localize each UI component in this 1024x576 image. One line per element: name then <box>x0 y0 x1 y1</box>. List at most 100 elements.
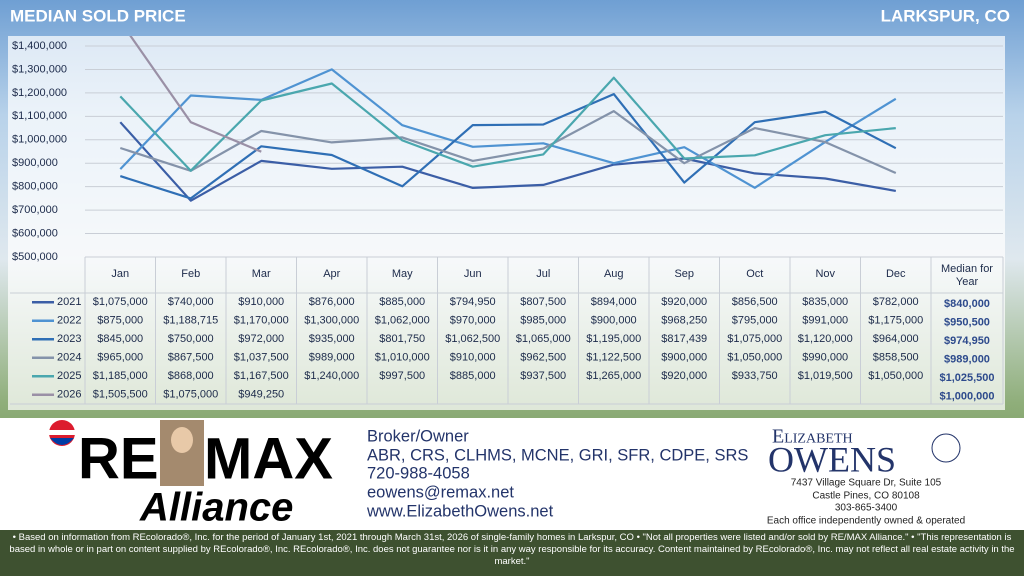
year-median-cell: $840,000 <box>944 298 990 310</box>
y-tick-label: $1,100,000 <box>12 110 67 122</box>
broker-designations: ABR, CRS, CLHMS, MCNE, GRI, SFR, CDPE, S… <box>367 446 748 464</box>
value-cell: $1,075,000 <box>93 296 148 308</box>
value-cell: $1,019,500 <box>798 370 853 382</box>
x-tick-label: Jan <box>111 268 129 280</box>
series-line <box>119 93 897 200</box>
y-tick-label: $700,000 <box>12 204 58 216</box>
value-cell: $817,439 <box>661 333 707 345</box>
logo-last-name: Owens <box>768 439 896 479</box>
value-cell: $964,000 <box>873 333 919 345</box>
value-cell: $1,240,000 <box>304 370 359 382</box>
value-cell: $1,062,500 <box>445 333 500 345</box>
value-cell: $885,000 <box>379 296 425 308</box>
legend-label: 2024 <box>57 352 81 364</box>
y-tick-label: $600,000 <box>12 227 58 239</box>
disclaimer-band <box>0 530 1024 576</box>
value-cell: $794,950 <box>450 296 496 308</box>
value-cell: $933,750 <box>732 370 778 382</box>
value-cell: $856,500 <box>732 296 778 308</box>
value-cell: $858,500 <box>873 352 919 364</box>
value-cell: $876,000 <box>309 296 355 308</box>
chart-title: MEDIAN SOLD PRICE <box>10 6 186 25</box>
value-cell: $972,000 <box>238 333 284 345</box>
value-cell: $920,000 <box>661 370 707 382</box>
value-cell: $1,075,000 <box>727 333 782 345</box>
logo-re: RE <box>78 426 159 491</box>
value-cell: $1,065,000 <box>516 333 571 345</box>
y-tick-label: $500,000 <box>12 251 58 263</box>
value-cell: $990,000 <box>802 352 848 364</box>
value-cell: $885,000 <box>450 370 496 382</box>
series-line <box>119 110 897 175</box>
broker-website: www.ElizabethOwens.net <box>366 502 554 520</box>
value-cell: $1,050,000 <box>727 352 782 364</box>
chart-subtitle: LARKSPUR, CO <box>881 6 1010 25</box>
y-tick-label: $1,000,000 <box>12 134 67 146</box>
value-cell: $875,000 <box>97 315 143 327</box>
x-tick-label: Apr <box>323 268 340 280</box>
y-tick-label: $1,200,000 <box>12 87 67 99</box>
legend-label: 2022 <box>57 315 81 327</box>
value-cell: $807,500 <box>520 296 566 308</box>
disclaimer: • Based on information from REcolorado®,… <box>9 532 1015 567</box>
legend-label: 2026 <box>57 389 81 401</box>
broker-role: Broker/Owner <box>367 427 469 445</box>
value-cell: $1,037,500 <box>234 352 289 364</box>
legend-label: 2021 <box>57 296 81 308</box>
y-tick-label: $1,300,000 <box>12 63 67 75</box>
broker-phone: 720-988-4058 <box>367 464 470 482</box>
year-median-cell: $989,000 <box>944 354 990 366</box>
series-line <box>119 68 897 189</box>
x-tick-label: Oct <box>746 268 763 280</box>
year-median-cell: $974,950 <box>944 335 990 347</box>
value-cell: $868,000 <box>168 370 214 382</box>
value-cell: $1,300,000 <box>304 315 359 327</box>
value-cell: $867,500 <box>168 352 214 364</box>
value-cell: $894,000 <box>591 296 637 308</box>
value-cell: $1,175,000 <box>868 315 923 327</box>
x-tick-label: Jun <box>464 268 482 280</box>
year-median-cell: $1,025,500 <box>939 372 994 384</box>
office-city: Castle Pines, CO 80108 <box>812 491 920 502</box>
logo-first-name: Elizabeth <box>772 426 853 448</box>
x-tick-label: Aug <box>604 268 624 280</box>
x-tick-label: Nov <box>815 268 835 280</box>
value-cell: $968,250 <box>661 315 707 327</box>
value-cell: $835,000 <box>802 296 848 308</box>
year-median-header: Median for Year <box>941 263 993 288</box>
legend-label: 2023 <box>57 333 81 345</box>
office-phone: 303-865-3400 <box>835 503 898 514</box>
value-cell: $949,250 <box>238 389 284 401</box>
legend-label: 2025 <box>57 370 81 382</box>
value-cell: $900,000 <box>591 315 637 327</box>
value-cell: $989,000 <box>309 352 355 364</box>
value-cell: $910,000 <box>238 296 284 308</box>
year-median-cell: $1,000,000 <box>939 391 994 403</box>
series-line <box>119 76 896 172</box>
value-cell: $937,500 <box>520 370 566 382</box>
value-cell: $1,167,500 <box>234 370 289 382</box>
y-tick-label: $800,000 <box>12 181 58 193</box>
value-cell: $920,000 <box>661 296 707 308</box>
value-cell: $935,000 <box>309 333 355 345</box>
y-tick-label: $900,000 <box>12 157 58 169</box>
office-name: Alliance <box>139 486 293 530</box>
value-cell: $1,122,500 <box>586 352 641 364</box>
value-cell: $985,000 <box>520 315 566 327</box>
series-line <box>119 121 896 202</box>
value-cell: $1,505,500 <box>93 389 148 401</box>
chart-panel <box>8 36 1005 410</box>
value-cell: $1,010,000 <box>375 352 430 364</box>
value-cell: $1,195,000 <box>586 333 641 345</box>
balloon-stripe <box>49 430 75 435</box>
broker-email: eowens@remax.net <box>367 483 514 501</box>
balloon-base <box>50 438 74 445</box>
value-cell: $782,000 <box>873 296 919 308</box>
value-cell: $1,170,000 <box>234 315 289 327</box>
value-cell: $910,000 <box>450 352 496 364</box>
value-cell: $900,000 <box>661 352 707 364</box>
x-tick-label: Feb <box>181 268 200 280</box>
value-cell: $997,500 <box>379 370 425 382</box>
office-address: 7437 Village Square Dr, Suite 105 <box>791 478 942 489</box>
